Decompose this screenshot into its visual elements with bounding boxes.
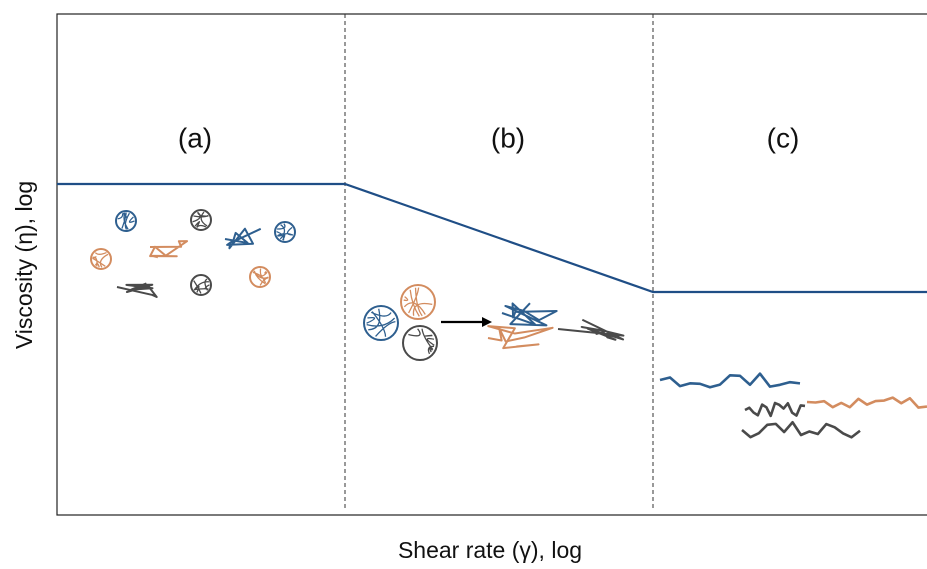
coil	[488, 326, 553, 348]
coil	[225, 229, 261, 248]
region-label: (c)	[767, 122, 800, 153]
plot-frame	[57, 14, 927, 515]
chain	[742, 422, 860, 437]
region-label: (b)	[491, 122, 525, 153]
molecules	[91, 210, 927, 437]
coil	[558, 320, 623, 340]
region-label: (a)	[178, 122, 212, 153]
chain	[807, 398, 927, 408]
coil	[150, 241, 187, 257]
diagram: (a) (b) (c) Shear rate (γ), log Viscosit…	[0, 0, 927, 569]
coil	[502, 303, 557, 325]
x-axis-label: Shear rate (γ), log	[398, 537, 582, 563]
chain	[660, 374, 800, 388]
y-axis-label: Viscosity (η), log	[11, 181, 37, 349]
viscosity-curve	[57, 184, 927, 292]
chain	[745, 403, 805, 416]
coil	[117, 283, 157, 297]
